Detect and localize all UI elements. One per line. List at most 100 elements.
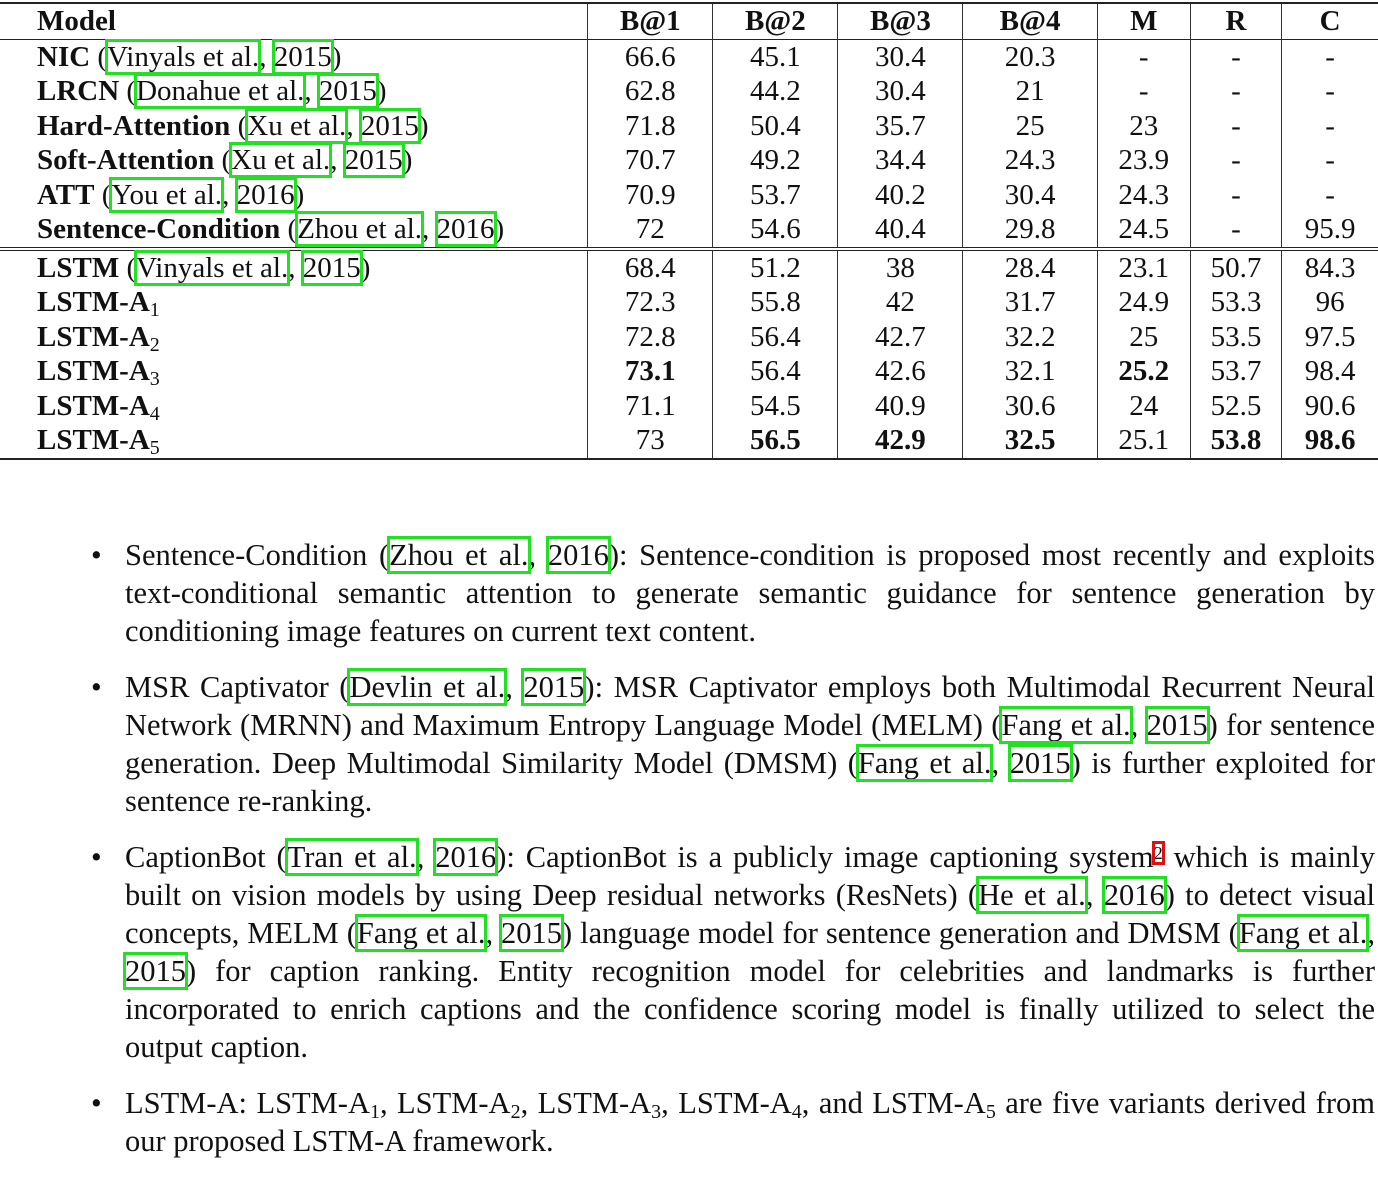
citation-link[interactable]: Zhou et al. [387, 536, 531, 574]
score-cell: - [1281, 143, 1378, 178]
model-name: Soft-Attention [37, 144, 215, 176]
model-subscript: 2 [149, 333, 160, 356]
citation-link[interactable]: Fang et al. [999, 706, 1133, 744]
model-cell: ATT (You et al., 2016) [37, 176, 305, 213]
citation-link[interactable]: Fang et al. [855, 744, 994, 782]
model-subscript: 4 [149, 402, 160, 425]
score-cell: 24 [1096, 388, 1191, 423]
model-name: LRCN [37, 75, 120, 107]
citation-link[interactable]: 2016 [433, 838, 499, 876]
citation-link[interactable]: Xu et al. [229, 142, 333, 178]
score-cell: 97.5 [1281, 319, 1378, 354]
subscript: 2 [510, 1101, 521, 1123]
bullet-text: LSTM-A: LSTM-A [125, 1086, 370, 1120]
score-cell: 49.2 [712, 143, 838, 178]
citation-link[interactable]: Tran et al. [284, 838, 419, 876]
citation-link[interactable]: You et al. [109, 176, 225, 213]
bullet-text: ) for caption ranking. Entity recognitio… [125, 954, 1375, 1064]
citation-link[interactable]: 2015 [1144, 706, 1210, 744]
citation-link[interactable]: Fang et al. [1236, 914, 1370, 952]
citation-link[interactable]: 2016 [434, 211, 497, 247]
score-cell: 40.2 [837, 177, 963, 212]
score-cell: - [1096, 39, 1191, 74]
citation-link[interactable]: 2016 [1101, 876, 1167, 914]
score-cell: 45.1 [712, 39, 838, 74]
citation-link[interactable]: 2015 [271, 38, 334, 75]
bullet-item: • CaptionBot (Tran et al., 2016): Caption… [91, 838, 1375, 1066]
citation-link[interactable]: 2015 [316, 73, 379, 109]
score-cell: 50.4 [712, 108, 838, 143]
score-cell: 20.3 [962, 39, 1098, 74]
score-cell: 24.3 [1096, 177, 1191, 212]
citation-link[interactable]: Zhou et al. [295, 211, 425, 247]
score-cell: 54.6 [712, 212, 838, 249]
column-header: C [1281, 3, 1378, 39]
citation-link[interactable]: Vinyals et al. [105, 38, 262, 75]
bullet-text: are five variants derived from our propo… [125, 1086, 1375, 1158]
model-name: NIC [37, 40, 91, 73]
table-row: LRCN (Donahue et al., 2015) 62.8 44.2 30.4 2… [0, 73, 1378, 109]
citation-link[interactable]: Devlin et al. [347, 668, 508, 706]
citation-link[interactable]: Xu et al. [245, 107, 349, 144]
column-header: B@3 [837, 3, 963, 39]
table-row: LSTM-A4 71.1 54.5 40.9 30.6 24 52.5 90.6 [0, 388, 1378, 425]
citation-link[interactable]: 2015 [1007, 744, 1073, 782]
score-cell: 71.8 [587, 108, 713, 143]
bullet-text: , LSTM-A [520, 1086, 652, 1120]
bullet-text: , [485, 916, 502, 950]
model-cell: Soft-Attention (Xu et al., 2015) [37, 142, 413, 178]
citation-link[interactable]: 2016 [234, 176, 297, 213]
score-cell: 95.9 [1281, 212, 1378, 249]
table-row: LSTM-A1 72.3 55.8 42 31.7 24.9 53.3 96 [0, 285, 1378, 320]
bullet-item: • Sentence-Condition (Zhou et al., 2016):… [91, 536, 1376, 650]
citation-link[interactable]: 2015 [521, 668, 587, 706]
citation-link[interactable]: 2015 [300, 249, 363, 286]
score-cell: 90.6 [1281, 388, 1378, 423]
citation-link[interactable]: 2015 [123, 952, 188, 990]
score-cell: - [1281, 74, 1378, 109]
model-name: LSTM [37, 251, 120, 284]
bullet-item: • LSTM-A: LSTM-A1, LSTM-A2, LSTM-A3, LSTM… [91, 1084, 1375, 1160]
bullet-text: , LSTM-A [661, 1086, 792, 1120]
score-cell: - [1189, 74, 1282, 109]
model-subscript: 5 [149, 437, 160, 459]
score-cell: - [1096, 74, 1191, 109]
score-cell: 70.9 [587, 177, 713, 212]
score-cell: 30.6 [962, 388, 1098, 423]
score-cell: - [1281, 108, 1378, 143]
column-header: R [1189, 3, 1282, 39]
table-row: LSTM (Vinyals et al., 2015) 68.4 51.2 38 28.… [0, 248, 1378, 286]
table-row: ATT (You et al., 2016) 70.9 53.7 40.2 30.4 24… [0, 176, 1378, 213]
citation-link[interactable]: 2015 [499, 914, 565, 952]
score-cell: 66.6 [587, 39, 713, 74]
model-cell: LSTM (Vinyals et al., 2015) [37, 249, 371, 286]
citation-link[interactable]: Vinyals et al. [134, 249, 291, 286]
score-cell: 73.1 [587, 354, 713, 389]
score-cell: 25.1 [1096, 423, 1191, 459]
bullet-text: , [1130, 708, 1147, 742]
subscript: 3 [651, 1101, 662, 1123]
citation-link[interactable]: 2015 [342, 142, 405, 178]
score-cell: 42 [837, 285, 963, 320]
score-cell: 34.4 [837, 143, 963, 178]
score-cell: 98.6 [1281, 423, 1378, 459]
citation-link[interactable]: Donahue et al. [134, 73, 307, 109]
citation-link[interactable]: 2015 [358, 107, 421, 144]
table-row: LSTM-A5 73 56.5 42.9 32.5 25.1 53.8 98.6 [0, 423, 1378, 459]
model-name: Sentence-Condition [37, 213, 281, 245]
score-cell: - [1189, 108, 1282, 143]
bullet-text: , [1085, 878, 1104, 912]
citation-link[interactable]: Fang et al. [354, 914, 488, 952]
bullet-text: ): Sentence-condition is proposed most r… [125, 538, 1376, 648]
model-cell: LRCN (Donahue et al., 2015) [37, 73, 387, 109]
citation-link[interactable]: 2016 [545, 536, 611, 574]
bullet-text: , [991, 746, 1010, 780]
score-cell: 54.5 [712, 388, 838, 423]
bullet-list: • Sentence-Condition (Zhou et al., 2016):… [0, 536, 1378, 1178]
footnote-link[interactable]: 2 [1151, 841, 1165, 865]
score-cell: - [1189, 39, 1282, 74]
bullet-text: , [1367, 916, 1375, 950]
citation-link[interactable]: He et al. [976, 876, 1088, 914]
bullet-text: , [528, 538, 548, 572]
model-cell: Sentence-Condition (Zhou et al., 2016) [37, 211, 505, 247]
